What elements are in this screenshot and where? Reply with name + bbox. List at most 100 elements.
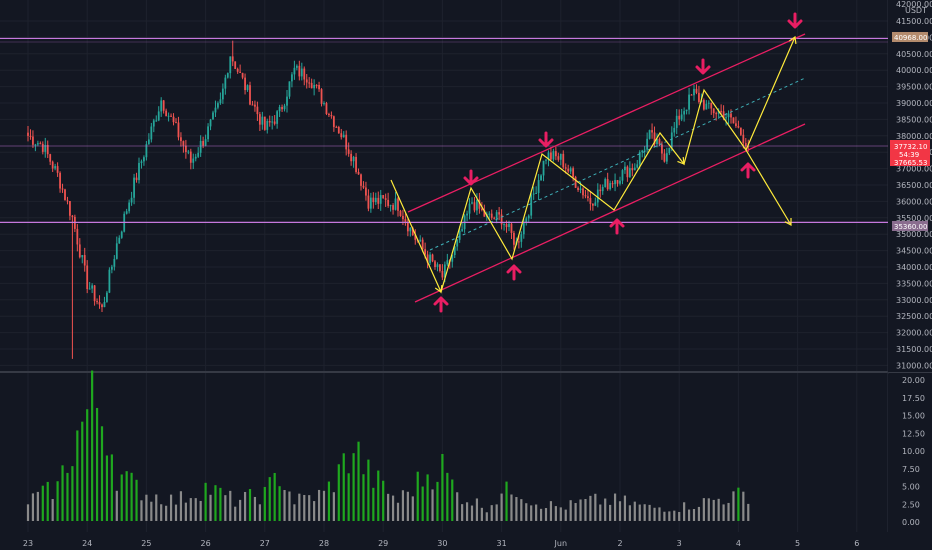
down-arrow-marker (463, 169, 479, 186)
volume-bar (549, 501, 553, 521)
price-axis[interactable]: 42000.00 USDT 41500.0041000.0040500.0040… (888, 0, 932, 372)
volume-tick-label: 7.50 (902, 465, 920, 474)
candle-body (527, 215, 530, 219)
candle-body (71, 215, 74, 217)
candle-body (503, 224, 505, 226)
candle-body (456, 239, 459, 247)
candle-body (49, 154, 52, 162)
volume-axis[interactable]: 20.00 17.50 15.00 12.50 10.00 7.50 5.00 2.50 0.0… (888, 374, 932, 532)
volume-bar (613, 493, 617, 521)
candle-body (101, 304, 103, 308)
volume-bar (411, 496, 414, 521)
candle-body (229, 56, 232, 74)
candle-body (609, 183, 612, 190)
candle-body (313, 84, 316, 89)
candle-body (342, 134, 345, 138)
candle-body (41, 143, 44, 152)
price-tick-label: 35500.00 (896, 214, 932, 223)
volume-bar (490, 505, 493, 521)
volume-bar (470, 505, 474, 521)
date-label: 28 (319, 539, 329, 548)
volume-bar (268, 477, 271, 521)
down-arrow-marker (695, 58, 711, 75)
candle-body (636, 164, 639, 168)
volume-bar (702, 498, 705, 521)
path-arrowhead (434, 284, 443, 294)
candle-body (641, 150, 644, 153)
candle-body (231, 56, 234, 62)
candle-body (508, 223, 510, 228)
price-tick-label: 38500.00 (896, 115, 932, 124)
volume-tick-label: 15.00 (902, 412, 925, 421)
volume-bar (214, 485, 217, 521)
candle-body (720, 110, 723, 112)
volume-bar (51, 499, 54, 521)
candle-body (744, 143, 747, 147)
candle-body (155, 120, 158, 122)
volume-bar (155, 494, 158, 521)
candle-body (271, 121, 274, 123)
candle-body (288, 81, 291, 97)
chart-drawings (0, 12, 888, 313)
candle-body (276, 111, 279, 124)
volume-bar (41, 485, 44, 521)
candle-body (441, 270, 444, 278)
candle-body (120, 231, 123, 238)
volume-bar (229, 490, 232, 521)
candle-body (108, 269, 111, 293)
candle-body (167, 115, 170, 117)
candle-body (498, 212, 501, 215)
volume-bar (377, 470, 380, 521)
candle-body (382, 195, 385, 199)
volume-bar (594, 493, 597, 521)
candle-body (239, 71, 242, 73)
time-axis[interactable]: 23 24 25 26 27 28 29 30 31 Jun 2 3 4 5 6 (0, 532, 932, 550)
candle-body (537, 180, 540, 193)
candle-body (310, 82, 313, 89)
up-arrow-marker (609, 218, 625, 235)
date-label: Jun (554, 539, 568, 548)
candle-body (214, 107, 217, 113)
volume-bar (372, 487, 375, 521)
volume-bar (697, 506, 701, 521)
price-tick-label: 34000.00 (896, 263, 932, 272)
volume-bar (658, 507, 661, 521)
candle-body (646, 138, 649, 150)
candle-body (540, 175, 542, 181)
candle-body (624, 166, 626, 171)
candle-body (596, 189, 599, 203)
candle-body (51, 161, 54, 169)
volume-bar (406, 491, 409, 521)
candle-body (54, 166, 57, 169)
candle-body (263, 116, 266, 130)
volume-bar (653, 507, 656, 521)
up-arrow-marker (740, 162, 756, 179)
volume-bar (184, 502, 187, 521)
candle-body (535, 192, 538, 194)
candle-body (525, 218, 528, 223)
candle-body (281, 106, 283, 110)
volume-bar (293, 504, 296, 521)
candle-body (332, 116, 335, 127)
volume-bar (618, 501, 622, 521)
candle-body (727, 113, 730, 118)
lower-level-tag: 35360.00 (892, 221, 928, 231)
candle-body (725, 117, 727, 119)
volume-bar (589, 495, 592, 521)
volume-bar (66, 472, 69, 521)
volume-bar (179, 491, 183, 521)
candle-body (606, 179, 609, 190)
candle-body (476, 199, 478, 211)
volume-bar (303, 494, 306, 521)
volume-bar (130, 472, 133, 521)
volume-bar (160, 504, 163, 521)
volume-bar (71, 466, 74, 521)
volume-bar (426, 474, 429, 521)
volume-bar (648, 504, 651, 521)
candle-body (656, 139, 658, 145)
candle-body (300, 68, 303, 77)
volume-bar (56, 481, 59, 521)
candle-body (436, 264, 439, 268)
price-tick-label: 32000.00 (896, 329, 932, 338)
